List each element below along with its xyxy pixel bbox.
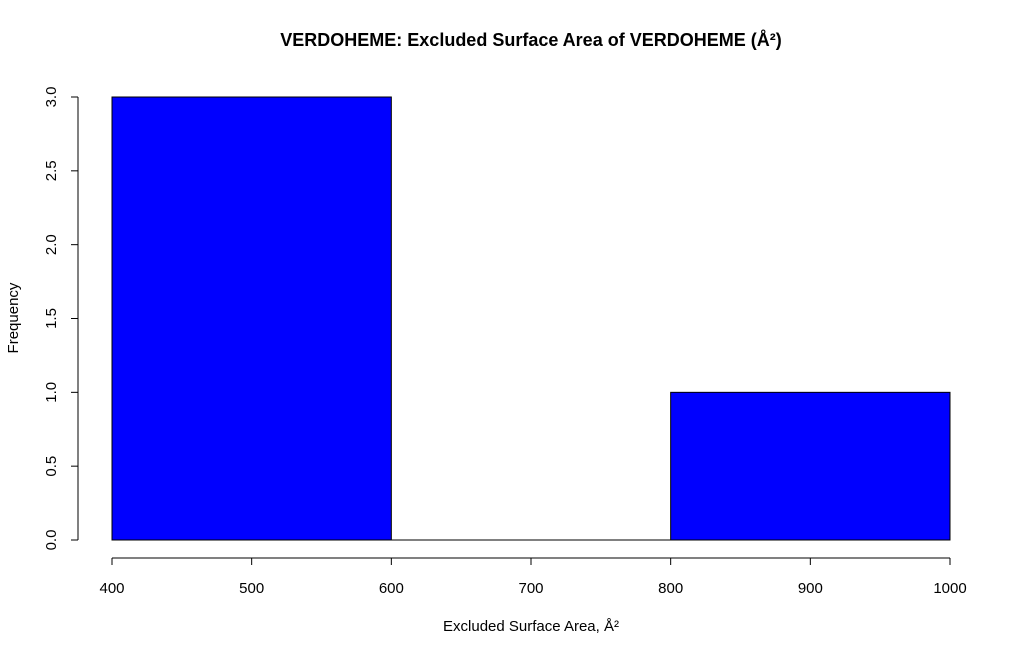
x-tick-label: 900 — [798, 580, 823, 597]
y-tick-label: 0.5 — [43, 456, 60, 477]
y-tick-label: 2.5 — [43, 160, 60, 181]
y-tick-label: 1.0 — [43, 382, 60, 403]
y-tick-label: 2.0 — [43, 234, 60, 255]
y-axis-label: Frequency — [5, 282, 22, 353]
x-tick-label: 800 — [658, 580, 683, 597]
x-tick-label: 700 — [518, 580, 543, 597]
y-tick-label: 0.0 — [43, 530, 60, 551]
x-tick-label: 1000 — [933, 580, 966, 597]
bar-800-1000 — [670, 391, 951, 541]
y-tick-label: 1.5 — [43, 308, 60, 329]
x-tick-label: 500 — [239, 580, 264, 597]
y-tick-label: 3.0 — [43, 87, 60, 108]
bar-400-600 — [111, 96, 392, 541]
x-tick-label: 400 — [99, 580, 124, 597]
x-axis-label: Excluded Surface Area, Å² — [443, 618, 619, 635]
x-tick-label: 600 — [379, 580, 404, 597]
x-axis: 400 500 600 700 800 900 1000 — [99, 557, 967, 597]
chart-title: VERDOHEME: Excluded Surface Area of VERD… — [280, 30, 781, 50]
y-axis: 0.0 0.5 1.0 1.5 2.0 2.5 3.0 — [43, 87, 79, 551]
bars-group — [111, 96, 951, 541]
